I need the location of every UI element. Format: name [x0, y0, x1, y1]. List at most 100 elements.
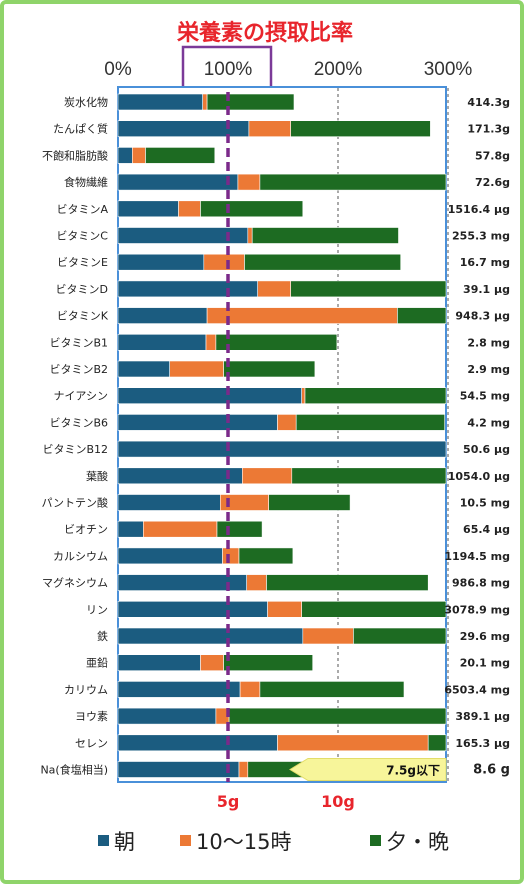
salt-limit-note: 7.5g以下	[386, 764, 440, 778]
amount-label: 171.3g	[467, 123, 510, 136]
amount-label: 165.3 μg	[455, 737, 510, 750]
amount-label: 8.6 g	[473, 763, 510, 778]
category-label: ビタミンK	[57, 310, 109, 323]
amount-label: 4.2 mg	[467, 416, 510, 429]
bar-segment	[277, 734, 429, 752]
bar-segment	[248, 120, 291, 137]
bar-segment	[117, 494, 221, 511]
bar-segment	[117, 681, 241, 698]
bar-segment	[290, 120, 431, 137]
bar-segment	[117, 200, 179, 218]
bar-segment	[117, 467, 243, 485]
category-label: パントテン酸	[41, 496, 108, 510]
amount-label: 255.3 mg	[452, 230, 510, 243]
category-label: ナイアシン	[53, 390, 108, 403]
amount-label: 65.4 μg	[463, 523, 510, 536]
bar-segment	[267, 600, 303, 618]
x-tick-label: 300%	[424, 59, 473, 80]
bar-segment	[117, 734, 278, 752]
bar-segment	[427, 734, 447, 752]
category-label: ヨウ素	[75, 710, 108, 723]
category-label: ビタミンE	[57, 256, 108, 269]
amount-label: 10.5 mg	[460, 497, 510, 510]
bar-segment	[259, 681, 405, 698]
bar-segment	[117, 654, 201, 672]
bar-segment	[206, 307, 398, 324]
bar-segment	[266, 574, 429, 591]
bar-segment	[277, 414, 297, 431]
bar-segment	[117, 307, 208, 324]
bar-segment	[117, 414, 278, 431]
bar-segment	[117, 253, 205, 271]
amount-label: 1516.4 μg	[448, 203, 510, 216]
category-label: ビタミンB2	[49, 363, 108, 376]
bar-segment	[202, 93, 208, 111]
salt-axis-tick: 5g	[217, 792, 240, 811]
x-tick-label: 200%	[314, 59, 363, 80]
bar-segment	[257, 280, 292, 298]
bar-segment	[301, 387, 306, 405]
bar-segment	[117, 761, 240, 778]
bar-segment	[237, 173, 261, 191]
bar-segment	[200, 200, 304, 218]
bar-segment	[117, 627, 304, 645]
bar-segment	[117, 280, 258, 298]
category-label: ビタミンB6	[49, 416, 108, 429]
amount-label: 29.6 mg	[460, 630, 510, 643]
bar-segment	[117, 520, 144, 538]
category-label: 食物繊維	[64, 175, 108, 189]
amount-label: 16.7 mg	[460, 256, 510, 269]
category-label: ビタミンB12	[42, 443, 108, 456]
salt-limit-callout	[289, 758, 447, 781]
bar-segment	[304, 387, 447, 405]
bar-segment	[259, 173, 447, 191]
bar-segment	[203, 253, 245, 271]
salt-axis-tick: 10g	[321, 792, 355, 811]
bar-segment	[215, 333, 338, 351]
legend-swatch	[98, 835, 109, 846]
category-label: カルシウム	[53, 550, 108, 563]
bar-segment	[117, 173, 239, 191]
legend-label: 朝	[114, 830, 135, 854]
category-label: たんぱく質	[53, 122, 108, 136]
x-tick-label: 100%	[204, 59, 253, 80]
bar-segment	[117, 600, 268, 618]
bar-segment	[239, 681, 261, 698]
category-label: ビタミンB1	[49, 336, 108, 349]
category-label: 葉酸	[86, 469, 108, 483]
bar-segment	[216, 520, 263, 538]
category-label: 亜鉛	[86, 656, 108, 670]
legend-label: 10～15時	[196, 830, 291, 854]
bar-segment	[117, 387, 302, 405]
bar-segment	[206, 93, 295, 111]
bar-segment	[246, 574, 267, 591]
bar-segment	[295, 414, 446, 431]
category-label: リン	[86, 603, 108, 616]
bar-segment	[223, 360, 316, 378]
amount-label: 54.5 mg	[460, 390, 510, 403]
bar-segment	[238, 547, 294, 565]
bar-segment	[200, 654, 224, 672]
x-tick-label: 0%	[104, 59, 132, 80]
plot-area	[117, 86, 447, 783]
category-label: マグネシウム	[42, 576, 108, 590]
bar-segment	[145, 147, 216, 164]
amount-label: 986.8 mg	[452, 577, 510, 590]
bar-segment	[117, 147, 133, 164]
bar-segment	[353, 627, 447, 645]
bar-segment	[238, 761, 249, 778]
amount-label: 2.9 mg	[467, 363, 510, 376]
amount-label: 20.1 mg	[460, 657, 510, 670]
amount-label: 3078.9 mg	[444, 603, 510, 616]
bar-segment	[247, 227, 253, 244]
bar-segment	[244, 253, 401, 271]
bar-segment	[242, 467, 293, 485]
category-label: Na(食塩相当)	[40, 763, 108, 777]
amount-label: 389.1 μg	[455, 710, 510, 723]
bar-segment	[117, 707, 217, 725]
bar-segment	[251, 227, 399, 244]
bar-segment	[290, 280, 447, 298]
bar-segment	[178, 200, 201, 218]
category-label: ビオチン	[64, 523, 108, 536]
amount-label: 948.3 μg	[455, 310, 510, 323]
